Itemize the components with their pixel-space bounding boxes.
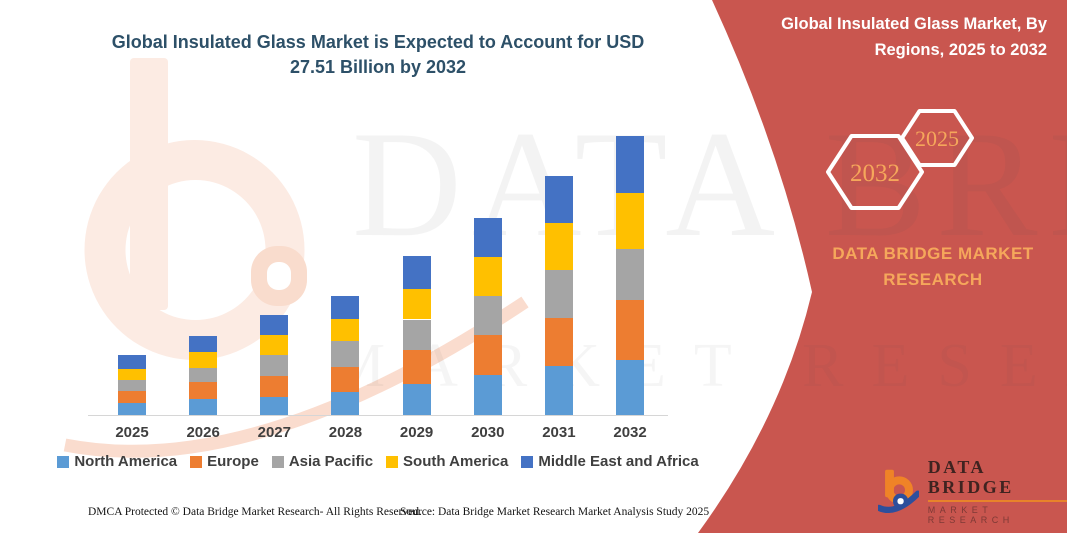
bar-segment-2032-south-america [616,193,645,249]
legend-swatch-icon [57,455,70,468]
bar-segment-2029-europe [402,350,431,385]
bar-segment-2032-europe [616,300,645,360]
chart-title: Global Insulated Glass Market is Expecte… [111,32,645,78]
bar-segment-2030-south-america [473,257,502,297]
banner-brand-line2: RESEARCH [883,269,983,289]
bar-segment-2028-south-america [331,318,360,342]
logo-subtitle: MARKET RESEARCH [927,504,1014,525]
banner-brand-line1: DATA BRIDGE MARKET [832,244,1034,263]
legend-label: Asia Pacific [288,453,374,470]
footer-dmca-text: DMCA Protected © Data Bridge Market Rese… [88,506,422,518]
bar-segment-2025-asia-pacific [118,380,146,391]
legend-item-south-america: South America [386,453,508,470]
bar-segment-2025-north-america [118,402,146,415]
bar-segment-2028-europe [331,367,360,392]
bar-segment-2031-south-america [544,223,573,270]
legend-label: South America [403,453,509,470]
x-axis-line [88,415,668,416]
bar-segment-2029-south-america [402,288,431,320]
bar-segment-2031-europe [544,317,573,366]
legend-swatch-icon [521,455,534,468]
bar-segment-2029-middle-east-and-africa [402,255,431,289]
x-axis-label-2030: 2030 [471,424,505,441]
footer-source-text: Source: Data Bridge Market Research Mark… [400,506,710,518]
legend-swatch-icon [386,455,399,468]
logo-title: DATA BRIDGE [927,457,1067,502]
bar-segment-2025-middle-east-and-africa [118,354,146,370]
legend-label: Europe [207,453,259,470]
bar-segment-2027-north-america [260,396,289,415]
legend-label: North America [74,453,178,470]
legend-item-middle-east-and-africa: Middle East and Africa [521,453,699,470]
x-axis-label-2029: 2029 [399,424,434,441]
bar-segment-2028-asia-pacific [331,341,360,368]
bar-segment-2031-asia-pacific [544,269,573,318]
x-axis-labels: 2025 2026 2027 2028 2029 2030 2031 2032 [88,424,668,444]
legend-item-asia-pacific: Asia Pacific [271,453,374,470]
bar-segment-2026-asia-pacific [189,368,218,383]
bar-segment-2026-south-america [189,351,218,369]
bar-segment-2030-middle-east-and-africa [473,217,502,258]
hexagon-2032-shape [826,134,924,210]
watermark-logo-b [63,58,529,458]
bar-segment-2026-north-america [189,398,218,415]
chart-legend: North America Europe Asia Pacific South Ame… [57,453,699,470]
banner-heading: Global Insulated Glass Market, By Region… [737,12,1047,63]
x-axis-label-2026: 2026 [186,424,220,441]
bar-segment-2025-europe [118,390,146,403]
bar-segment-2030-north-america [473,374,502,415]
bar-segment-2032-north-america [616,359,645,415]
bar-segment-2030-europe [473,335,502,375]
hexagon-2025-label: 2025 [915,126,959,151]
bar-segment-2026-middle-east-and-africa [189,335,218,352]
bar-segment-2029-north-america [402,384,431,415]
data-bridge-logo: DATA BRIDGE MARKET RESEARCH [878,457,1067,525]
bar-segment-2026-europe [189,382,218,399]
bar-segment-2028-north-america [331,391,360,415]
data-bridge-logo-icon [878,470,919,514]
watermark-text-line2: MARKET RESEARCH [330,332,1067,400]
x-axis-label-2025: 2025 [115,424,149,441]
bar-segment-2027-europe [260,375,289,397]
year-hexagons: 2032 2025 [826,109,974,210]
bar-segment-2031-middle-east-and-africa [544,176,573,224]
bar-segment-2025-south-america [118,369,146,381]
bar-segment-2028-middle-east-and-africa [331,296,360,319]
bar-segment-2027-asia-pacific [260,355,289,376]
x-axis-label-2032: 2032 [613,424,647,441]
bar-segment-2027-south-america [260,335,289,356]
bar-segment-2029-asia-pacific [402,319,431,351]
bar-segment-2027-middle-east-and-africa [260,314,289,335]
bar-segment-2030-asia-pacific [473,296,502,335]
hexagon-2032-label: 2032 [850,160,900,187]
bar-segment-2032-asia-pacific [616,248,645,301]
bar-chart-plot [88,130,668,415]
bar-segment-2031-north-america [544,365,573,415]
x-axis-label-2028: 2028 [328,424,363,441]
banner-heading-line1: Global Insulated Glass Market, By [781,15,1047,33]
x-axis-label-2031: 2031 [542,424,576,441]
legend-label: Middle East and Africa [538,453,699,470]
banner-brand-text: DATA BRIDGE MARKET RESEARCH [788,241,1067,292]
legend-swatch-icon [271,455,284,468]
bar-segment-2032-middle-east-and-africa [616,136,645,194]
legend-item-europe: Europe [190,453,259,470]
watermark-text-line1: DATA BRIDGE [352,100,1067,268]
hexagon-2025-shape [900,109,974,167]
banner-heading-line2: Regions, 2025 to 2032 [874,40,1047,59]
x-axis-label-2027: 2027 [257,424,291,441]
legend-swatch-icon [190,455,203,468]
legend-item-north-america: North America [57,453,177,470]
